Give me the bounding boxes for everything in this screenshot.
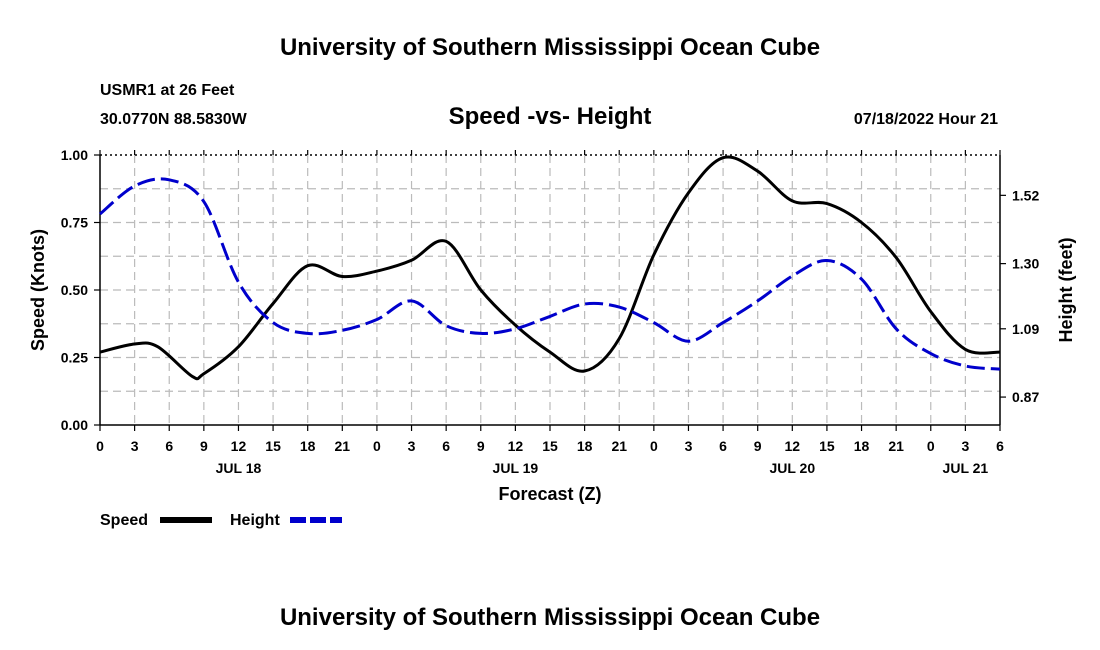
x-date-label: JUL 18	[216, 460, 262, 476]
y-right-tick-label: 0.87	[1012, 389, 1039, 405]
x-tick-label: 6	[442, 438, 450, 454]
x-tick-label: 21	[335, 438, 351, 454]
x-tick-label: 12	[231, 438, 247, 454]
x-tick-label: 3	[961, 438, 969, 454]
coordinates-label: 30.0770N 88.5830W	[100, 111, 248, 128]
x-date-label: JUL 19	[493, 460, 539, 476]
y-left-tick-label: 0.25	[61, 350, 88, 366]
grid-lines	[100, 155, 1000, 425]
y-left-tick-label: 0.50	[61, 282, 88, 298]
x-tick-label: 18	[854, 438, 870, 454]
x-tick-label: 15	[542, 438, 558, 454]
x-date-label: JUL 20	[769, 460, 815, 476]
x-tick-label: 21	[611, 438, 627, 454]
footer-title: University of Southern Mississippi Ocean…	[280, 604, 820, 631]
y-right-tick-label: 1.52	[1012, 187, 1039, 203]
y-left-tick-label: 1.00	[61, 147, 88, 163]
station-label: USMR1 at 26 Feet	[100, 82, 235, 99]
main-title: University of Southern Mississippi Ocean…	[280, 34, 820, 61]
x-tick-label: 0	[927, 438, 935, 454]
series-line-height	[99, 177, 1001, 371]
x-date-label: JUL 21	[943, 460, 989, 476]
x-tick-label: 18	[577, 438, 593, 454]
series-layer	[99, 155, 1001, 381]
x-tick-label: 18	[300, 438, 316, 454]
y-left-tick-label: 0.75	[61, 215, 88, 231]
legend: Speed Height	[100, 512, 342, 529]
x-tick-label: 0	[650, 438, 658, 454]
x-tick-label: 3	[131, 438, 139, 454]
x-tick-label: 12	[785, 438, 801, 454]
x-tick-label: 0	[373, 438, 381, 454]
x-tick-label: 9	[477, 438, 485, 454]
legend-height-label: Height	[230, 512, 280, 529]
datetime-label: 07/18/2022 Hour 21	[854, 111, 998, 128]
x-tick-label: 15	[819, 438, 835, 454]
x-tick-label: 6	[996, 438, 1004, 454]
x-tick-label: 9	[200, 438, 208, 454]
x-tick-label: 3	[408, 438, 416, 454]
x-tick-label: 6	[719, 438, 727, 454]
legend-speed-label: Speed	[100, 512, 148, 529]
tick-marks: 0 3 6 9 12 15 18 21 0 3 6 9 12 15 18 21 0 3 6 9 12 15 18 21 0 3 6J…	[61, 147, 1040, 476]
y-right-tick-label: 1.09	[1012, 321, 1039, 337]
x-tick-label: 21	[888, 438, 904, 454]
x-axis-title: Forecast (Z)	[498, 484, 601, 504]
y-axis-right-title: Height (feet)	[1056, 238, 1076, 343]
x-tick-label: 12	[508, 438, 524, 454]
x-tick-label: 6	[165, 438, 173, 454]
y-left-tick-label: 0.00	[61, 417, 88, 433]
x-tick-label: 3	[685, 438, 693, 454]
y-axis-left-title: Speed (Knots)	[28, 229, 48, 351]
x-tick-label: 0	[96, 438, 104, 454]
series-line-speed	[99, 155, 1001, 381]
y-right-tick-label: 1.30	[1012, 256, 1039, 272]
x-tick-label: 9	[754, 438, 762, 454]
chart-subtitle: Speed -vs- Height	[449, 103, 652, 130]
x-tick-label: 15	[265, 438, 281, 454]
